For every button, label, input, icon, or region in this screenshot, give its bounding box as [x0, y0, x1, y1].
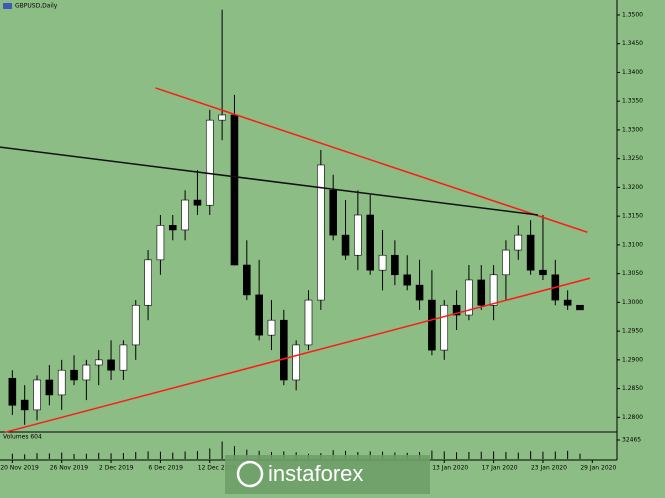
candle-body — [514, 234, 523, 251]
candle-body — [341, 234, 350, 256]
x-tick-label: 23 Jan 2020 — [531, 465, 567, 472]
candle-body — [255, 294, 263, 336]
candle-body — [33, 379, 41, 411]
candle-body — [230, 114, 239, 266]
candle-body — [82, 364, 91, 381]
trendline — [0, 146, 539, 216]
y-tick-label: 1.3150 — [622, 213, 643, 220]
candle-body — [502, 249, 510, 276]
candle-body — [144, 259, 152, 306]
volume-title: Volumes 604 — [3, 434, 42, 441]
candle-body — [403, 274, 412, 286]
x-tick-label: 12 Dec 2019 — [198, 465, 237, 472]
candle-body — [70, 369, 78, 381]
candle-body — [168, 225, 177, 231]
candle-body — [267, 319, 276, 336]
v-tick-label: 32465 — [622, 437, 641, 444]
candle-body — [8, 377, 17, 406]
candle-body — [489, 274, 498, 306]
candle-body — [57, 369, 66, 396]
candle-body — [156, 225, 165, 261]
x-tick-label: 26 Nov 2019 — [50, 465, 89, 472]
x-tick-label: 20 Nov 2019 — [0, 465, 39, 472]
y-tick-label: 1.2900 — [622, 356, 643, 363]
candle-body — [119, 344, 128, 371]
y-tick-label: 1.2850 — [622, 385, 643, 392]
y-tick-label: 1.3100 — [622, 241, 643, 248]
candle-body — [378, 254, 387, 271]
candle-body — [193, 199, 202, 206]
candle-body — [292, 344, 300, 381]
candle-body — [317, 164, 325, 301]
logo-box: instaforex — [225, 455, 430, 494]
candle-body — [94, 359, 103, 366]
candle-body — [354, 214, 362, 256]
trendline — [155, 87, 588, 233]
candle-body — [391, 254, 399, 276]
y-tick-label: 1.3200 — [622, 184, 643, 191]
candle-body — [415, 284, 424, 301]
y-tick-label: 1.2950 — [622, 328, 643, 335]
candle-body — [205, 119, 214, 206]
x-tick-label: 2 Dec 2019 — [99, 465, 134, 472]
y-tick-label: 1.3500 — [622, 11, 643, 18]
candle-body — [452, 304, 461, 316]
candle-body — [563, 299, 572, 306]
x-tick-label: 17 Jan 2020 — [482, 465, 518, 472]
candle-body — [329, 189, 337, 236]
logo-icon — [236, 460, 264, 488]
candle-body — [218, 114, 226, 121]
logo-bg — [225, 455, 430, 494]
candle-body — [539, 269, 547, 276]
y-tick-label: 1.3300 — [622, 126, 643, 133]
candle-body — [131, 304, 140, 346]
candle-body — [107, 359, 115, 371]
y-tick-label: 1.3400 — [622, 69, 643, 76]
y-tick-label: 1.3050 — [622, 270, 643, 277]
y-tick-label: 1.3450 — [622, 40, 643, 47]
candle-body — [304, 299, 313, 346]
flag-icon — [3, 3, 12, 9]
x-tick-label: 6 Dec 2019 — [148, 465, 183, 472]
candle-body — [366, 214, 375, 271]
candle-body — [280, 319, 288, 381]
y-tick-label: 1.3250 — [622, 155, 643, 162]
candle-body — [526, 234, 535, 271]
candle-body — [20, 399, 29, 411]
x-tick-label: 13 Jan 2020 — [432, 465, 468, 472]
candle-body — [477, 279, 486, 306]
candle-body — [45, 379, 54, 396]
y-tick-label: 1.3350 — [622, 98, 643, 105]
candle-body — [465, 279, 473, 316]
y-tick-label: 1.2800 — [622, 414, 643, 421]
logo: instaforex — [268, 461, 363, 486]
y-tick-label: 1.3000 — [622, 299, 643, 306]
candle-body — [181, 199, 189, 231]
candle-body — [440, 304, 449, 351]
trendline — [4, 277, 591, 434]
candle-body — [428, 299, 436, 351]
chart-title: GBPUSD,Daily — [15, 3, 58, 10]
candle-body — [243, 264, 251, 296]
candle-body — [576, 304, 584, 311]
x-tick-label: 29 Jan 2020 — [580, 465, 616, 472]
